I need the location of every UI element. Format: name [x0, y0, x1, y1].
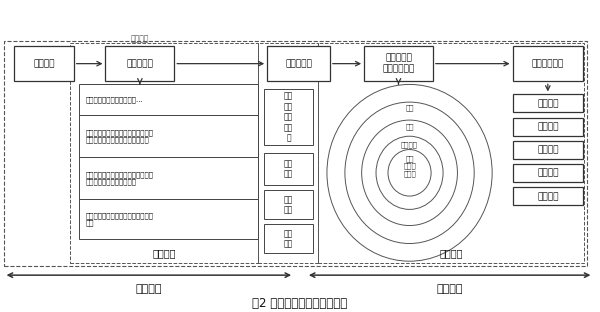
FancyBboxPatch shape: [512, 46, 583, 81]
FancyBboxPatch shape: [267, 46, 330, 81]
Text: 财务损失: 财务损失: [537, 99, 559, 108]
FancyBboxPatch shape: [106, 46, 174, 81]
Text: 图2 风险的社会放大分析框架: 图2 风险的社会放大分析框架: [253, 297, 347, 310]
FancyBboxPatch shape: [512, 141, 583, 159]
FancyBboxPatch shape: [79, 157, 258, 199]
Text: 个人站：直觉判断、语境认知、评估
阐释: 个人站：直觉判断、语境认知、评估 阐释: [86, 212, 154, 227]
Text: 市场稳定: 市场稳定: [537, 168, 559, 178]
Text: 组织
反映: 组织 反映: [284, 195, 293, 214]
Text: 事件相关者: 事件相关者: [285, 59, 312, 68]
FancyBboxPatch shape: [264, 153, 313, 185]
Text: 机构
群体
与个
体行
为: 机构 群体 与个 体行 为: [284, 92, 293, 142]
FancyBboxPatch shape: [512, 188, 583, 205]
Text: 公司: 公司: [405, 156, 414, 162]
FancyBboxPatch shape: [79, 115, 258, 157]
Text: 风险弱化: 风险弱化: [136, 284, 162, 294]
FancyBboxPatch shape: [14, 46, 74, 81]
FancyBboxPatch shape: [512, 164, 583, 182]
Text: 最终社会影响: 最终社会影响: [532, 59, 564, 68]
FancyBboxPatch shape: [512, 118, 583, 136]
Text: 信源：社会大众、大众传媒...: 信源：社会大众、大众传媒...: [86, 97, 143, 103]
Text: 事件特征: 事件特征: [130, 34, 149, 43]
Text: 风险事件: 风险事件: [33, 59, 55, 68]
Text: 反应机制: 反应机制: [439, 248, 463, 258]
FancyBboxPatch shape: [364, 46, 433, 81]
Text: 风险放大: 风险放大: [436, 284, 463, 294]
Text: 社会站：意见领袖、文化群体、政府
机构、志愿组织、新闻媒体: 社会站：意见领袖、文化群体、政府 机构、志愿组织、新闻媒体: [86, 171, 154, 185]
FancyBboxPatch shape: [512, 94, 583, 112]
FancyBboxPatch shape: [264, 190, 313, 219]
FancyBboxPatch shape: [264, 224, 313, 253]
Text: 直接个
人影响: 直接个 人影响: [403, 163, 416, 177]
Text: 态度
改变: 态度 改变: [284, 159, 293, 179]
Text: 组织变化: 组织变化: [537, 145, 559, 154]
Text: 信誉丧失: 信誉丧失: [537, 192, 559, 201]
Text: 事件信息流: 事件信息流: [127, 59, 154, 68]
Text: 社会
行为: 社会 行为: [284, 229, 293, 248]
Text: 行业: 行业: [405, 123, 414, 129]
FancyBboxPatch shape: [79, 199, 258, 240]
Text: 社会: 社会: [405, 105, 414, 111]
FancyBboxPatch shape: [264, 89, 313, 145]
Text: 管制行为: 管制行为: [537, 122, 559, 131]
Text: 影响的扩散
（涟漪效应）: 影响的扩散 （涟漪效应）: [382, 54, 415, 73]
FancyBboxPatch shape: [79, 85, 258, 115]
Text: 信息机制: 信息机制: [152, 248, 176, 258]
Text: 利益群体: 利益群体: [401, 142, 418, 148]
Text: 信道：媒体介入程度、信息量、阐释
风险框架、风险符号、修辞与话语: 信道：媒体介入程度、信息量、阐释 风险框架、风险符号、修辞与话语: [86, 129, 154, 144]
